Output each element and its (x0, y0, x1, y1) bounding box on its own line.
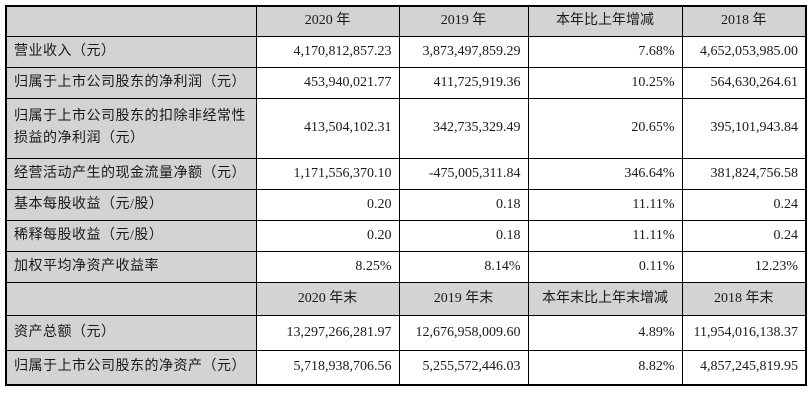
yearend-header-row: 2020 年末 2019 年末 本年末比上年末增减 2018 年末 (5, 281, 807, 316)
value-2020: 13,297,266,281.97 (255, 314, 400, 351)
header-2018: 2018 年 (681, 5, 807, 37)
value-2020: 8.25% (255, 250, 400, 283)
value-2018: 0.24 (681, 188, 807, 221)
header-2018-yearend: 2018 年末 (681, 281, 807, 316)
value-2019: 5,255,572,446.03 (398, 349, 529, 386)
header-yoy-change: 本年比上年增减 (527, 5, 683, 37)
table-row-operating-cash-flow: 经营活动产生的现金流量净额（元） 1,171,556,370.10 -475,0… (5, 157, 807, 190)
value-yoy: 11.11% (527, 219, 683, 252)
value-yoy: 8.82% (527, 349, 683, 386)
header-2019-yearend: 2019 年末 (398, 281, 529, 316)
row-label: 资产总额（元） (5, 314, 257, 351)
header-corner-cell (5, 5, 257, 37)
table-row-total-assets: 资产总额（元） 13,297,266,281.97 12,676,958,009… (5, 314, 807, 351)
value-2018: 381,824,756.58 (681, 157, 807, 190)
row-label: 营业收入（元） (5, 35, 257, 68)
value-yoy: 11.11% (527, 188, 683, 221)
value-yoy: 346.64% (527, 157, 683, 190)
value-2018: 564,630,264.61 (681, 66, 807, 99)
value-2018: 4,857,245,819.95 (681, 349, 807, 386)
value-2018: 0.24 (681, 219, 807, 252)
value-yoy: 4.89% (527, 314, 683, 351)
value-2018: 12.23% (681, 250, 807, 283)
value-2019: 3,873,497,859.29 (398, 35, 529, 68)
value-2020: 453,940,021.77 (255, 66, 400, 99)
value-2020: 0.20 (255, 188, 400, 221)
value-2020: 413,504,102.31 (255, 97, 400, 159)
value-2019: 12,676,958,009.60 (398, 314, 529, 351)
row-label: 归属于上市公司股东的净资产（元） (5, 349, 257, 386)
table-row-basic-eps: 基本每股收益（元/股） 0.20 0.18 11.11% 0.24 (5, 188, 807, 221)
value-2019: 342,735,329.49 (398, 97, 529, 159)
key-financials-table: 2020 年 2019 年 本年比上年增减 2018 年 营业收入（元） 4,1… (5, 5, 807, 386)
value-2020: 1,171,556,370.10 (255, 157, 400, 190)
header-corner-cell (5, 281, 257, 316)
value-2018: 11,954,016,138.37 (681, 314, 807, 351)
table-row-net-profit-excl-nonrecurring: 归属于上市公司股东的扣除非经常性损益的净利润（元） 413,504,102.31… (5, 97, 807, 159)
value-2018: 395,101,943.84 (681, 97, 807, 159)
row-label: 经营活动产生的现金流量净额（元） (5, 157, 257, 190)
table-row-net-assets: 归属于上市公司股东的净资产（元） 5,718,938,706.56 5,255,… (5, 349, 807, 386)
value-2019: -475,005,311.84 (398, 157, 529, 190)
value-2019: 0.18 (398, 219, 529, 252)
value-2020: 5,718,938,706.56 (255, 349, 400, 386)
table-row-diluted-eps: 稀释每股收益（元/股） 0.20 0.18 11.11% 0.24 (5, 219, 807, 252)
value-2019: 411,725,919.36 (398, 66, 529, 99)
value-yoy: 10.25% (527, 66, 683, 99)
row-label: 归属于上市公司股东的扣除非经常性损益的净利润（元） (5, 97, 257, 159)
value-2019: 0.18 (398, 188, 529, 221)
table-row-net-profit: 归属于上市公司股东的净利润（元） 453,940,021.77 411,725,… (5, 66, 807, 99)
header-2020-yearend: 2020 年末 (255, 281, 400, 316)
value-2020: 4,170,812,857.23 (255, 35, 400, 68)
value-yoy: 7.68% (527, 35, 683, 68)
value-yoy: 20.65% (527, 97, 683, 159)
value-2019: 8.14% (398, 250, 529, 283)
annual-header-row: 2020 年 2019 年 本年比上年增减 2018 年 (5, 5, 807, 37)
header-2020: 2020 年 (255, 5, 400, 37)
value-yoy: 0.11% (527, 250, 683, 283)
table-row-weighted-avg-roe: 加权平均净资产收益率 8.25% 8.14% 0.11% 12.23% (5, 250, 807, 283)
header-2019: 2019 年 (398, 5, 529, 37)
row-label: 基本每股收益（元/股） (5, 188, 257, 221)
row-label: 加权平均净资产收益率 (5, 250, 257, 283)
value-2020: 0.20 (255, 219, 400, 252)
header-yearend-change: 本年末比上年末增减 (527, 281, 683, 316)
table-row-revenue: 营业收入（元） 4,170,812,857.23 3,873,497,859.2… (5, 35, 807, 68)
value-2018: 4,652,053,985.00 (681, 35, 807, 68)
row-label: 稀释每股收益（元/股） (5, 219, 257, 252)
row-label: 归属于上市公司股东的净利润（元） (5, 66, 257, 99)
